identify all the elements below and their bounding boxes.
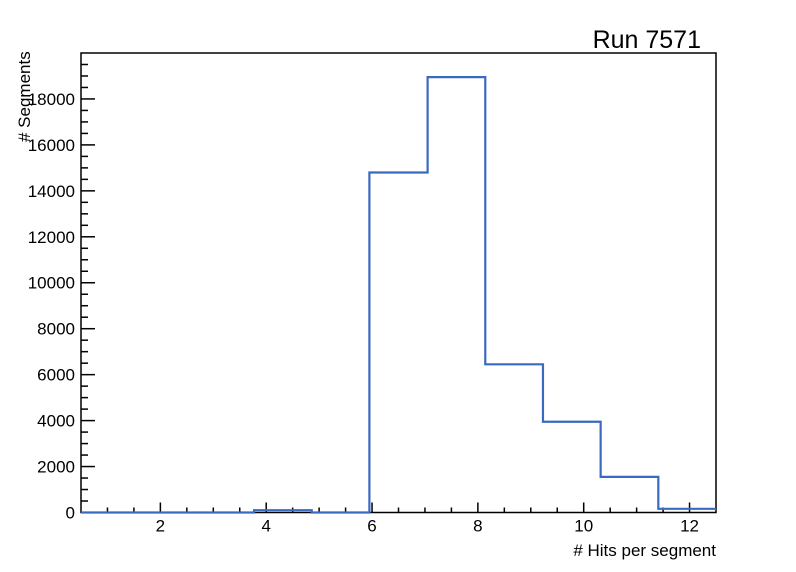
y-tick-label: 4000 — [37, 412, 75, 431]
x-tick-label: 6 — [367, 517, 376, 536]
histogram-series — [81, 76, 716, 514]
y-tick-label: 14000 — [28, 182, 75, 201]
x-tick-label: 2 — [156, 517, 165, 536]
y-axis-title: # Segments — [15, 51, 34, 142]
x-axis-title: # Hits per segment — [573, 541, 716, 560]
x-tick-label: 10 — [574, 517, 593, 536]
histogram-step-line — [81, 76, 716, 514]
y-tick-label: 18000 — [28, 90, 75, 109]
y-tick-label: 2000 — [37, 458, 75, 477]
axis-tick-labels: 2 4 6 8 10 12 0 2000 4000 6000 8000 10000 12000 14000… — [28, 90, 699, 536]
x-tick-label: 8 — [473, 517, 482, 536]
x-tick-label: 4 — [261, 517, 270, 536]
y-tick-label: 10000 — [28, 274, 75, 293]
chart-title: Run 7571 — [593, 26, 701, 54]
y-tick-label: 12000 — [28, 228, 75, 247]
axis-ticks — [81, 63, 691, 513]
y-tick-label: 0 — [66, 503, 75, 522]
plot-frame — [80, 52, 717, 514]
y-tick-label: 16000 — [28, 136, 75, 155]
y-tick-label: 6000 — [37, 366, 75, 385]
x-tick-label: 12 — [680, 517, 699, 536]
y-tick-label: 8000 — [37, 320, 75, 339]
frame-rect — [80, 52, 717, 514]
